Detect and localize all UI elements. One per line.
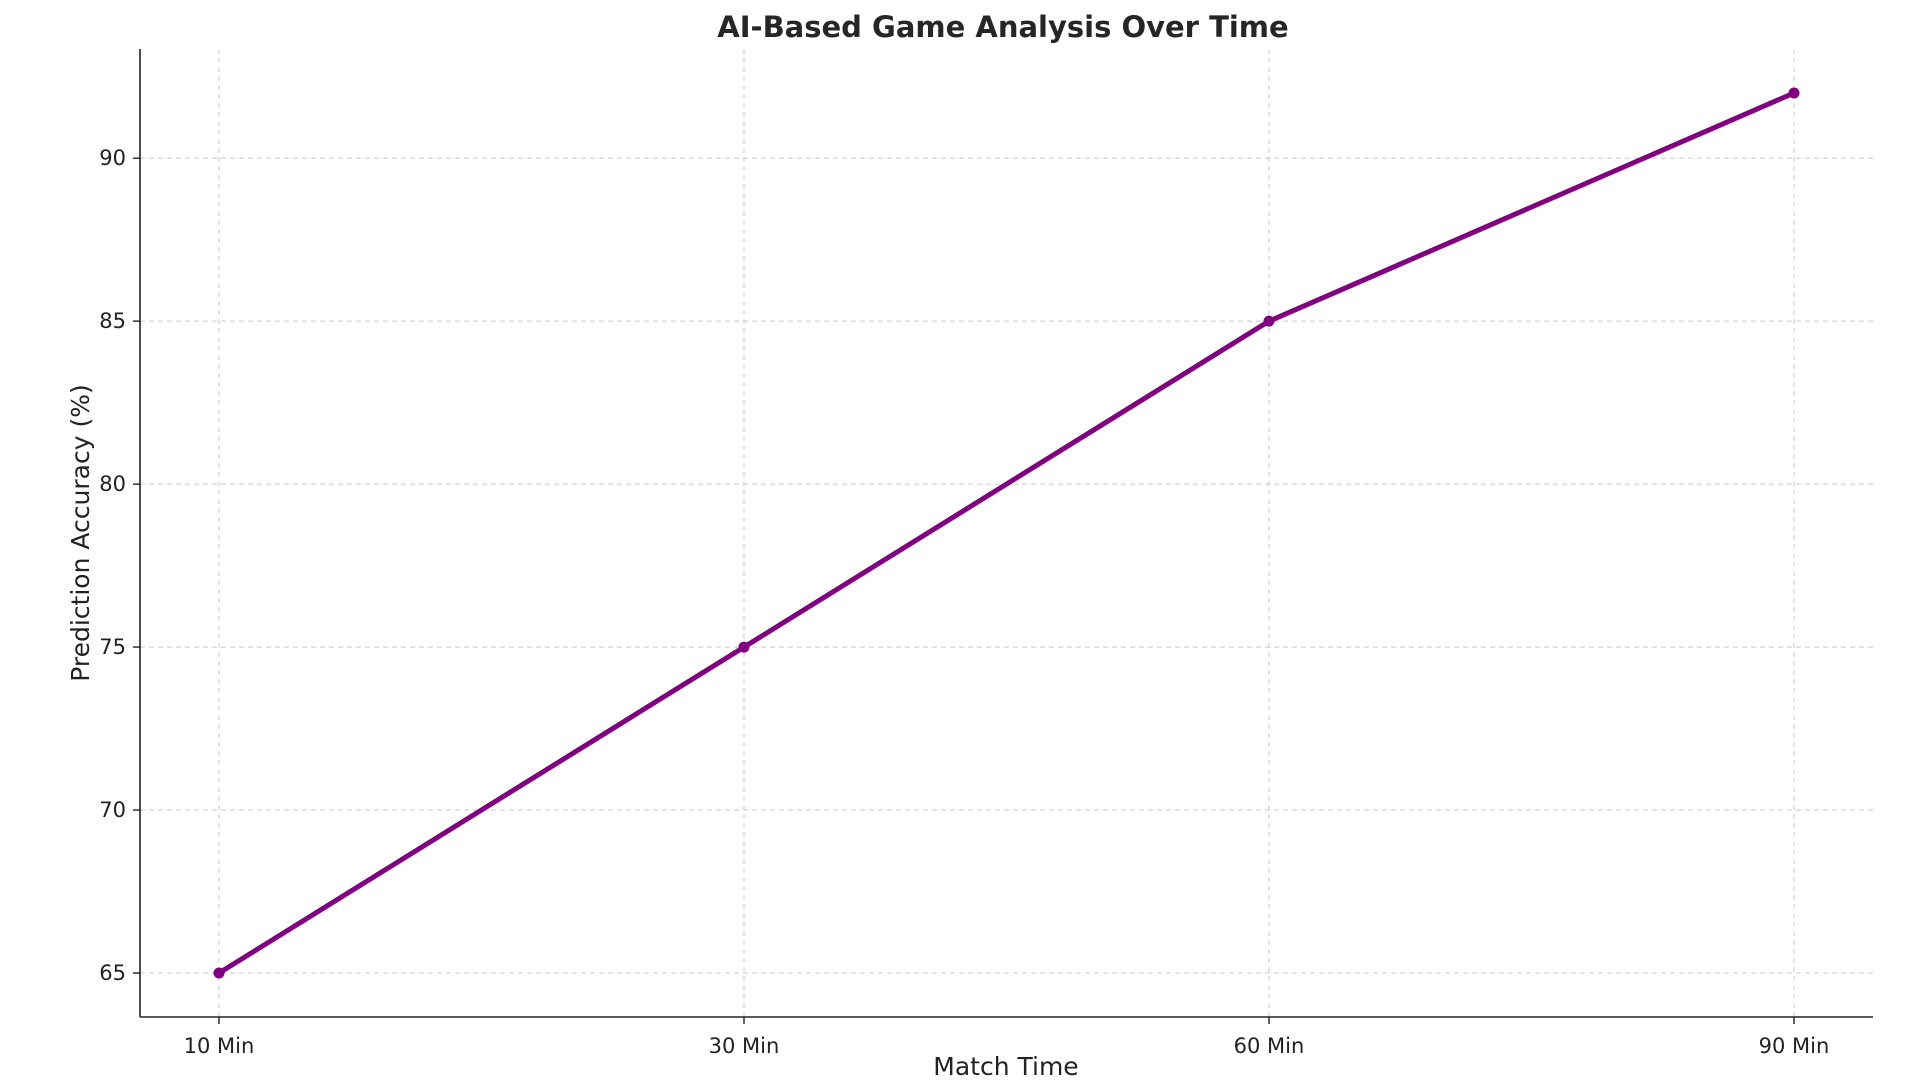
- y-tick-label: 70: [99, 798, 126, 822]
- x-tick-label: 90 Min: [1759, 1034, 1830, 1058]
- data-point: [1263, 315, 1275, 327]
- data-point: [213, 967, 225, 979]
- series-line: [216, 90, 1797, 976]
- chart-title: AI-Based Game Analysis Over Time: [717, 10, 1288, 44]
- data-point: [738, 641, 750, 653]
- ticks: 65 70 75 80 85 90 10 Min 30 Min 60 Min 90 Min: [99, 146, 1829, 1058]
- axes: [139, 49, 1873, 1018]
- x-tick-label: 60 Min: [1234, 1034, 1305, 1058]
- y-tick-label: 85: [99, 309, 126, 333]
- y-axis-label: Prediction Accuracy (%): [66, 384, 95, 682]
- x-tick-label: 30 Min: [709, 1034, 780, 1058]
- gridlines: [140, 49, 1873, 1017]
- data-point: [1788, 87, 1800, 99]
- y-tick-label: 75: [99, 635, 126, 659]
- y-tick-label: 80: [99, 472, 126, 496]
- x-axis-label: Match Time: [933, 1052, 1078, 1080]
- series: [213, 87, 1800, 979]
- x-tick-label: 10 Min: [184, 1034, 255, 1058]
- y-tick-label: 65: [99, 961, 126, 985]
- y-tick-label: 90: [99, 146, 126, 170]
